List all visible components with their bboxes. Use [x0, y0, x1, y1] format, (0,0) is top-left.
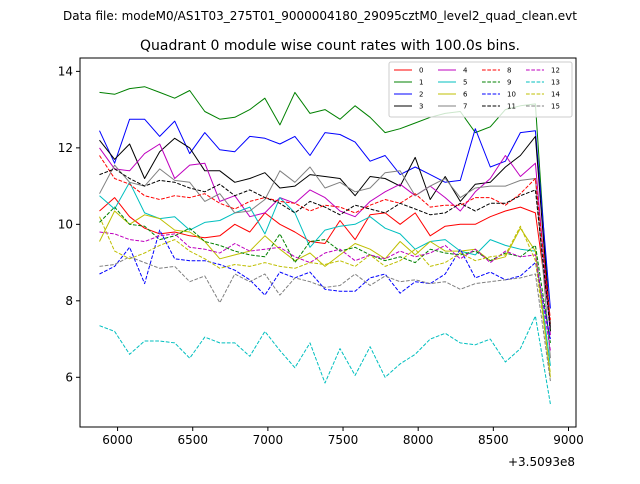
legend-label-2: 2 — [419, 91, 423, 99]
figure-caption: Data file: modeM0/AS1T03_275T01_90000041… — [63, 9, 577, 23]
series-line-2 — [99, 118, 551, 309]
y-tick-label-12: 12 — [58, 141, 73, 155]
y-tick-label-8: 8 — [65, 294, 73, 308]
legend-label-10: 10 — [507, 91, 516, 99]
series-line-12 — [99, 231, 551, 351]
x-tick-label-8000: 8000 — [403, 433, 434, 447]
legend-label-15: 15 — [551, 103, 560, 111]
legend-label-14: 14 — [551, 91, 560, 99]
chart-title: Quadrant 0 module wise count rates with … — [140, 38, 520, 54]
series-line-0 — [99, 197, 551, 324]
legend-label-13: 13 — [551, 79, 560, 87]
series-line-3 — [99, 135, 551, 328]
series-line-11 — [99, 168, 551, 332]
legend-label-11: 11 — [507, 103, 516, 111]
x-tick-label-6000: 6000 — [102, 433, 133, 447]
y-tick-label-10: 10 — [58, 217, 73, 231]
x-tick-label-8500: 8500 — [478, 433, 509, 447]
legend-label-7: 7 — [463, 103, 467, 111]
series-line-7 — [99, 164, 551, 359]
legend-box — [388, 61, 573, 118]
x-tick-label-7500: 7500 — [328, 433, 359, 447]
legend-label-8: 8 — [507, 67, 511, 75]
y-tick-label-14: 14 — [58, 64, 73, 78]
legend-label-1: 1 — [419, 79, 423, 87]
series-line-1 — [99, 86, 551, 332]
legend-label-12: 12 — [551, 67, 560, 75]
legend-label-4: 4 — [463, 67, 468, 75]
x-offset-label: +3.5093e8 — [508, 455, 575, 469]
series-line-5 — [99, 181, 551, 366]
series-line-4 — [99, 143, 551, 336]
x-tick-label-9000: 9000 — [553, 433, 584, 447]
plot-frame — [79, 57, 577, 428]
series-line-9 — [99, 206, 551, 343]
y-tick-label-6: 6 — [65, 370, 73, 384]
series-line-15 — [99, 256, 551, 382]
series-layer — [99, 86, 551, 405]
legend-label-6: 6 — [463, 91, 468, 99]
legend-label-5: 5 — [463, 79, 467, 87]
series-line-14 — [99, 216, 551, 374]
legend-label-3: 3 — [419, 103, 423, 111]
series-line-13 — [99, 315, 551, 405]
series-line-8 — [99, 155, 551, 320]
x-tick-label-7000: 7000 — [253, 433, 284, 447]
legend-label-0: 0 — [419, 67, 423, 75]
series-line-10 — [99, 229, 551, 340]
legend-label-9: 9 — [507, 79, 511, 87]
x-tick-label-6500: 6500 — [177, 433, 208, 447]
